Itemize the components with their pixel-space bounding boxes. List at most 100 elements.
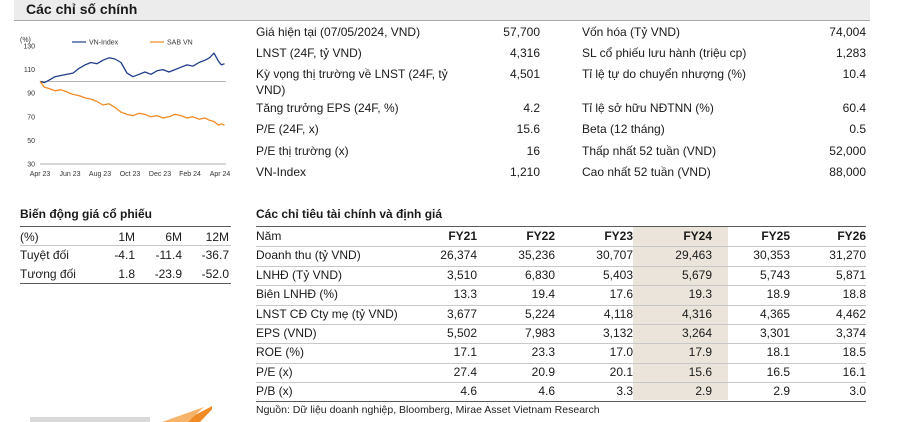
key-metric-label: Tỉ lệ tự do chuyển nhượng (%) bbox=[582, 67, 747, 81]
key-metric-row: Thấp nhất 52 tuần (VND) 52,000 bbox=[582, 143, 866, 163]
table-cell: -23.9 bbox=[154, 267, 182, 281]
x-tick-label: Jun 23 bbox=[59, 171, 80, 178]
key-metric-row: Beta (12 tháng) 0.5 bbox=[582, 121, 866, 141]
table-cell: 5,403 bbox=[602, 267, 633, 282]
table-rule bbox=[256, 285, 866, 286]
table-cell: 5,743 bbox=[759, 267, 790, 282]
table-cell: LNHĐ (Tỷ VND) bbox=[256, 267, 342, 282]
table-cell: P/B (x) bbox=[256, 384, 293, 399]
table-cell: 20.1 bbox=[609, 364, 633, 379]
table-cell: 16.5 bbox=[766, 364, 790, 379]
key-metric-label: Cao nhất 52 tuần (VND) bbox=[582, 165, 711, 179]
key-metric-value: 1,210 bbox=[509, 165, 540, 179]
key-metric-value: 1,283 bbox=[835, 46, 866, 60]
key-metric-value: 0.5 bbox=[849, 122, 866, 136]
key-metric-row: Tỉ lệ sở hữu NĐTNN (%) 60.4 bbox=[582, 100, 866, 120]
table-cell: 35,236 bbox=[518, 248, 555, 263]
key-metric-value: 10.4 bbox=[842, 67, 866, 81]
table-cell: Doanh thu (tỷ VND) bbox=[256, 248, 361, 263]
key-metric-value: 15.6 bbox=[516, 122, 540, 136]
table-cell: 17.1 bbox=[453, 345, 477, 360]
table-cell: P/E (x) bbox=[256, 364, 293, 379]
table-cell: Biên LNHĐ (%) bbox=[256, 287, 339, 302]
x-tick-label: Apr 23 bbox=[30, 171, 51, 178]
key-metric-label: Giá hiện tại (07/05/2024, VND) bbox=[256, 25, 421, 39]
key-metric-value: 74,004 bbox=[829, 25, 866, 39]
table-header-cell: 1M bbox=[118, 230, 135, 244]
table-cell: 26,374 bbox=[440, 248, 477, 263]
key-metric-label: P/E thị trường (x) bbox=[256, 144, 349, 158]
table-header-cell: (%) bbox=[20, 230, 39, 244]
table-rule bbox=[20, 226, 231, 227]
table-cell: 4.6 bbox=[538, 384, 555, 399]
x-tick-label: Feb 24 bbox=[179, 171, 201, 178]
key-metric-value: 4.2 bbox=[523, 101, 540, 115]
key-metric-label: LNST (24F, tỷ VND) bbox=[256, 46, 362, 60]
source-note: Nguồn: Dữ liệu doanh nghiệp, Bloomberg, … bbox=[256, 404, 600, 416]
key-metric-label: Thấp nhất 52 tuần (VND) bbox=[582, 144, 717, 158]
y-tick-label: 50 bbox=[27, 138, 35, 145]
table-rule bbox=[256, 324, 866, 325]
key-metric-row: Tỉ lệ tự do chuyển nhượng (%) 10.4 bbox=[582, 66, 866, 86]
key-metric-row: Tăng trưởng EPS (24F, %) 4.2 bbox=[256, 100, 540, 120]
table-cell: 4.6 bbox=[460, 384, 477, 399]
table-cell: 13.3 bbox=[453, 287, 477, 302]
table-cell: 19.4 bbox=[531, 287, 555, 302]
table-cell: 4,118 bbox=[603, 306, 633, 321]
table-cell: 7,983 bbox=[524, 326, 555, 340]
table-cell: LNST CĐ Cty mẹ (tỷ VND) bbox=[256, 306, 398, 321]
fy24-highlight bbox=[633, 226, 728, 400]
table-cell: 29,463 bbox=[675, 248, 712, 263]
table-header-cell: FY22 bbox=[526, 229, 555, 243]
key-metric-value: 88,000 bbox=[829, 165, 866, 179]
table-cell: Tuyệt đối bbox=[20, 248, 69, 262]
key-metric-value: 4,316 bbox=[509, 46, 540, 60]
table-cell: 3.0 bbox=[849, 384, 866, 399]
table-cell: -52.0 bbox=[201, 267, 229, 281]
table-rule bbox=[256, 226, 866, 227]
table-cell: 17.6 bbox=[609, 287, 633, 302]
table-cell: -11.4 bbox=[155, 248, 182, 262]
table-cell: 5,679 bbox=[681, 267, 712, 282]
table-header-cell: FY26 bbox=[837, 229, 866, 243]
y-tick-label: 90 bbox=[27, 91, 35, 98]
legend-label: VN-Index bbox=[89, 40, 119, 47]
table-cell: 18.1 bbox=[766, 345, 790, 360]
key-metric-value: 60.4 bbox=[842, 101, 866, 115]
table-cell: 3,301 bbox=[759, 326, 790, 340]
price-perf-title: Biến động giá cổ phiếu bbox=[20, 207, 152, 221]
table-cell: -4.1 bbox=[114, 248, 135, 262]
table-cell: 18.8 bbox=[842, 287, 866, 302]
table-cell: 3,264 bbox=[681, 326, 712, 340]
table-cell: 3,374 bbox=[835, 326, 866, 340]
table-cell: 30,707 bbox=[596, 248, 633, 263]
y-tick-label: 30 bbox=[27, 162, 35, 169]
x-tick-label: Aug 23 bbox=[89, 171, 111, 178]
table-header-cell: FY21 bbox=[448, 229, 477, 243]
table-cell: 4,316 bbox=[681, 306, 712, 321]
key-metric-value: 52,000 bbox=[829, 144, 866, 158]
y-tick-label: 110 bbox=[24, 67, 35, 74]
table-cell: 27.4 bbox=[453, 364, 477, 379]
table-rule bbox=[256, 401, 866, 402]
table-cell: 5,871 bbox=[835, 267, 866, 282]
key-metric-value: 16 bbox=[526, 144, 540, 158]
table-header-cell: Năm bbox=[256, 229, 282, 243]
table-cell: 2.9 bbox=[695, 384, 712, 399]
table-cell: 20.9 bbox=[531, 364, 555, 379]
key-metric-label: P/E (24F, x) bbox=[256, 122, 319, 136]
key-metric-row: P/E thị trường (x) 16 bbox=[256, 143, 540, 163]
key-metric-row: VN-Index 1,210 bbox=[256, 164, 540, 184]
key-metric-row: Giá hiện tại (07/05/2024, VND) 57,700 bbox=[256, 24, 540, 44]
price-chart: (%) 30 50 70 90 110 130 Apr 23 Jun 23 Aug 23 Oct 2… bbox=[20, 37, 230, 178]
table-cell: 15.6 bbox=[688, 364, 712, 379]
x-tick-label: Dec 23 bbox=[149, 171, 171, 178]
table-cell: 18.5 bbox=[842, 345, 866, 360]
table-cell: 17.9 bbox=[688, 345, 712, 360]
key-metric-row: LNST (24F, tỷ VND) 4,316 bbox=[256, 45, 540, 65]
y-axis-label: (%) bbox=[20, 37, 31, 44]
key-metric-label: Tăng trưởng EPS (24F, %) bbox=[256, 101, 399, 115]
x-tick-label: Oct 23 bbox=[120, 171, 141, 178]
key-metric-value: 57,700 bbox=[503, 25, 540, 39]
table-cell: 4,365 bbox=[759, 306, 790, 321]
